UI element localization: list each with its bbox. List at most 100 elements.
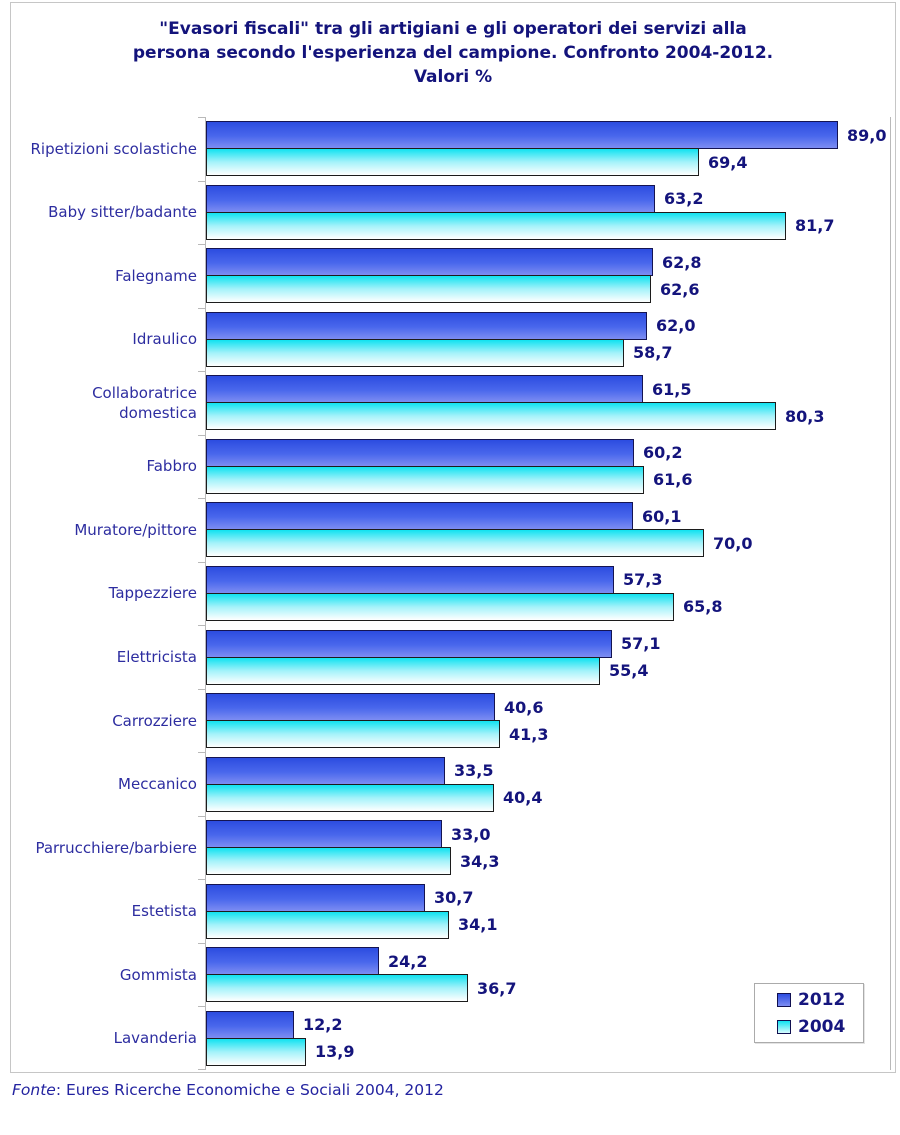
value-label-2012: 60,1: [642, 506, 682, 526]
category-row: Elettricista 57,1 55,4: [117, 625, 890, 689]
bar-line-2012: 24,2: [206, 947, 890, 976]
value-label-2004: 70,0: [713, 533, 753, 553]
value-label-2004: 55,4: [609, 661, 649, 681]
category-label: Falegname: [115, 266, 197, 285]
bar-2012: [206, 121, 838, 150]
category-row: Gommista 24,2 36,7: [120, 942, 890, 1007]
bar-2004: [206, 402, 776, 431]
category-row: Lavanderia 12,2 13,9: [114, 1006, 890, 1070]
bar-line-2004: 34,3: [206, 847, 890, 876]
bar-2012: [206, 375, 643, 404]
bar-2004: [206, 974, 468, 1003]
value-label-2004: 34,1: [458, 915, 498, 935]
bar-line-2004: 58,7: [206, 338, 890, 367]
value-label-2004: 65,8: [683, 597, 723, 617]
bar-line-2004: 55,4: [206, 656, 890, 685]
category-label: Idraulico: [132, 330, 197, 349]
bar-line-2004: 81,7: [206, 211, 890, 240]
category-row: Carrozziere 40,6 41,3: [112, 688, 890, 753]
category-row: Ripetizioni scolastiche 89,0 69,4: [31, 117, 890, 181]
value-label-2004: 81,7: [795, 216, 835, 236]
bar-2004: [206, 720, 500, 749]
bar-2012: [206, 184, 655, 213]
bar-line-2004: 80,3: [206, 402, 890, 431]
bar-2012: [206, 248, 653, 277]
value-label-2012: 12,2: [303, 1015, 343, 1035]
category-label: Lavanderia: [113, 1029, 197, 1048]
bar-rows-container: Ripetizioni scolastiche 89,0 69,4 Baby sitt…: [31, 117, 890, 1070]
bar-line-2004: 13,9: [206, 1037, 890, 1066]
value-label-2004: 41,3: [509, 724, 549, 744]
value-label-2012: 24,2: [388, 951, 428, 971]
bar-2004: [206, 275, 651, 304]
bar-line-2012: 33,0: [206, 820, 890, 849]
category-row: Muratore/pittore 60,1 70,0: [74, 498, 890, 562]
value-label-2004: 58,7: [633, 343, 673, 363]
bar-line-2012: 12,2: [206, 1010, 890, 1039]
value-label-2012: 62,8: [662, 252, 702, 272]
bar-2004: [206, 656, 600, 685]
bar-2012: [206, 947, 379, 976]
category-row: Collaboratrice domestica 61,5 80,3: [92, 371, 890, 435]
category-row: Fabbro 60,2 61,6: [146, 434, 890, 499]
bar-2012: [206, 565, 614, 594]
legend-label-2004: 2004: [798, 1016, 846, 1037]
category-row: Idraulico 62,0 58,7: [132, 307, 890, 372]
value-label-2012: 89,0: [847, 125, 887, 145]
legend-swatch-2004-icon: [777, 1019, 791, 1034]
category-label: Muratore/pittore: [74, 520, 197, 539]
bar-line-2004: 69,4: [206, 148, 890, 177]
bar-2012: [206, 502, 633, 531]
value-label-2004: 69,4: [708, 152, 748, 172]
value-label-2012: 33,5: [454, 761, 494, 781]
bar-line-2012: 57,1: [206, 629, 890, 658]
bar-2012: [206, 693, 495, 722]
bar-line-2004: 34,1: [206, 910, 890, 939]
value-label-2012: 40,6: [504, 697, 544, 717]
category-label: Fabbro: [146, 457, 197, 476]
footer-source-prefix: Fonte: [12, 1081, 56, 1099]
bar-2004: [206, 529, 704, 558]
bar-2004: [206, 592, 674, 621]
bar-line-2004: 70,0: [206, 529, 890, 558]
value-label-2012: 33,0: [451, 824, 491, 844]
bar-line-2012: 60,2: [206, 438, 890, 467]
bar-2012: [206, 820, 442, 849]
bar-line-2004: 40,4: [206, 783, 890, 812]
legend-label-2012: 2012: [798, 989, 846, 1010]
category-label: Elettricista: [116, 648, 197, 667]
category-label: Collaboratrice domestica: [92, 383, 197, 422]
bar-line-2004: 65,8: [206, 592, 890, 621]
legend-item-2012: 2012: [777, 990, 863, 1010]
bar-line-2012: 33,5: [206, 756, 890, 785]
bar-2004: [206, 338, 624, 367]
bar-2004: [206, 148, 699, 177]
bar-2004: [206, 910, 449, 939]
value-label-2004: 40,4: [503, 788, 543, 808]
bar-line-2012: 60,1: [206, 502, 890, 531]
value-label-2012: 30,7: [434, 888, 474, 908]
category-label: Baby sitter/badante: [48, 203, 197, 222]
bar-line-2012: 40,6: [206, 693, 890, 722]
bar-2004: [206, 847, 451, 876]
bar-2012: [206, 1010, 294, 1039]
legend: 2012 2004: [754, 983, 864, 1043]
bar-2004: [206, 1037, 306, 1066]
bar-2012: [206, 756, 445, 785]
bar-2012: [206, 438, 634, 467]
bar-2012: [206, 883, 425, 912]
category-label: Tappezziere: [108, 584, 197, 603]
value-label-2012: 62,0: [656, 316, 696, 336]
bar-line-2004: 41,3: [206, 720, 890, 749]
bar-2004: [206, 211, 786, 240]
bar-2004: [206, 783, 494, 812]
bar-line-2012: 63,2: [206, 184, 890, 213]
bar-line-2012: 61,5: [206, 375, 890, 404]
category-row: Tappezziere 57,3 65,8: [109, 561, 890, 626]
value-label-2004: 34,3: [460, 851, 500, 871]
category-label: Meccanico: [118, 775, 197, 794]
value-label-2004: 36,7: [477, 978, 517, 998]
value-label-2004: 61,6: [653, 470, 693, 490]
chart-title: "Evasori fiscali" tra gli artigiani e gl…: [132, 19, 774, 87]
